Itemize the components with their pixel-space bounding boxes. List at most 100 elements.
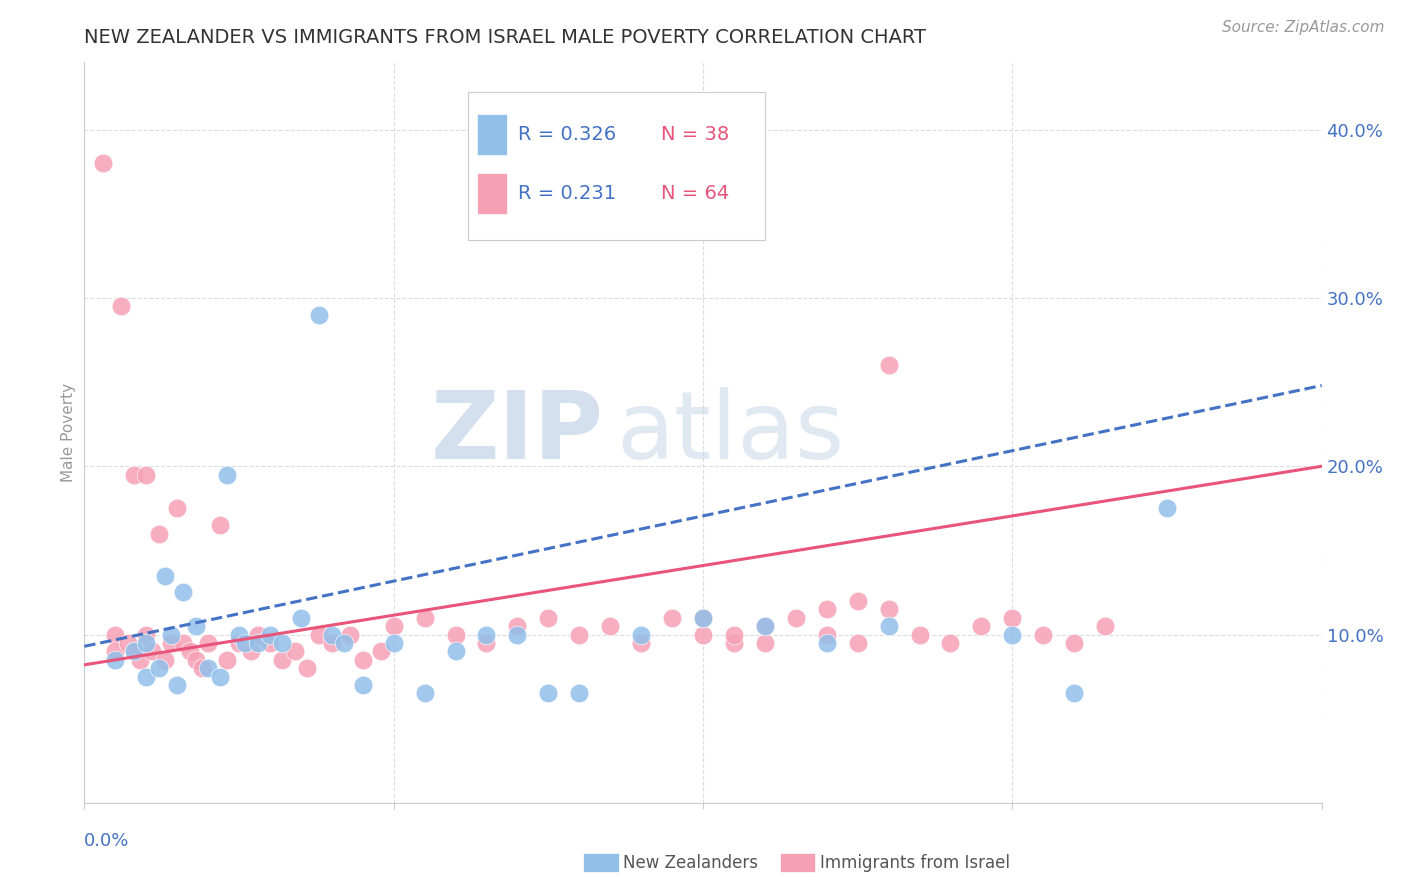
Point <box>148 661 170 675</box>
Point <box>215 653 238 667</box>
Point <box>228 627 250 641</box>
Point <box>785 610 807 624</box>
Point <box>370 644 392 658</box>
Point <box>160 636 183 650</box>
Point <box>815 602 838 616</box>
Text: atlas: atlas <box>616 386 845 479</box>
Point <box>308 627 330 641</box>
Point <box>129 653 152 667</box>
Point <box>259 636 281 650</box>
Point <box>91 156 114 170</box>
Point <box>122 644 145 658</box>
Point <box>413 610 436 624</box>
Point <box>815 627 838 641</box>
Point <box>166 678 188 692</box>
Point <box>692 610 714 624</box>
Point <box>1063 636 1085 650</box>
Point <box>506 627 529 641</box>
Point <box>104 627 127 641</box>
Point <box>104 644 127 658</box>
Point <box>122 467 145 482</box>
Point <box>240 644 263 658</box>
Point <box>692 610 714 624</box>
Text: 0.0%: 0.0% <box>84 832 129 850</box>
Text: NEW ZEALANDER VS IMMIGRANTS FROM ISRAEL MALE POVERTY CORRELATION CHART: NEW ZEALANDER VS IMMIGRANTS FROM ISRAEL … <box>84 28 927 47</box>
Point <box>184 619 207 633</box>
Point <box>339 627 361 641</box>
Point <box>599 619 621 633</box>
Point <box>444 644 467 658</box>
Point <box>630 636 652 650</box>
Point <box>197 661 219 675</box>
Point <box>939 636 962 650</box>
Point <box>153 653 176 667</box>
Point <box>846 636 869 650</box>
Point <box>117 636 139 650</box>
Point <box>661 610 683 624</box>
Point <box>191 661 214 675</box>
Point <box>754 619 776 633</box>
Point <box>537 610 560 624</box>
Point <box>475 636 498 650</box>
Point <box>284 644 307 658</box>
Point <box>877 619 900 633</box>
Point <box>537 686 560 700</box>
Point <box>1094 619 1116 633</box>
Point <box>104 653 127 667</box>
Point <box>233 636 256 650</box>
Point <box>246 636 269 650</box>
Point <box>568 627 591 641</box>
Point <box>444 627 467 641</box>
Point <box>246 627 269 641</box>
Text: Immigrants from Israel: Immigrants from Israel <box>820 855 1010 872</box>
Point <box>172 636 194 650</box>
Point <box>135 467 157 482</box>
Point <box>723 636 745 650</box>
Point <box>1032 627 1054 641</box>
Point <box>321 636 343 650</box>
Point <box>259 627 281 641</box>
Point <box>148 526 170 541</box>
Point <box>141 644 163 658</box>
Y-axis label: Male Poverty: Male Poverty <box>60 383 76 483</box>
Point <box>135 636 157 650</box>
Point <box>815 636 838 650</box>
Point <box>172 585 194 599</box>
Point <box>209 518 232 533</box>
Point <box>568 686 591 700</box>
Point <box>754 636 776 650</box>
Point <box>630 627 652 641</box>
Point <box>321 627 343 641</box>
Point <box>184 653 207 667</box>
Point <box>160 627 183 641</box>
Point <box>153 568 176 582</box>
Point <box>754 619 776 633</box>
Point <box>908 627 931 641</box>
Text: ZIP: ZIP <box>432 386 605 479</box>
Point <box>295 661 318 675</box>
Point <box>122 644 145 658</box>
Point <box>110 300 132 314</box>
Point <box>475 627 498 641</box>
Point <box>135 670 157 684</box>
Point <box>970 619 993 633</box>
Point <box>413 686 436 700</box>
Point <box>228 636 250 650</box>
Point <box>215 467 238 482</box>
Point <box>723 627 745 641</box>
Point <box>1001 627 1024 641</box>
Point <box>382 619 405 633</box>
Text: Source: ZipAtlas.com: Source: ZipAtlas.com <box>1222 20 1385 35</box>
Point <box>1001 610 1024 624</box>
Point <box>877 602 900 616</box>
Point <box>382 636 405 650</box>
Point <box>271 653 294 667</box>
Text: New Zealanders: New Zealanders <box>623 855 758 872</box>
Point <box>1063 686 1085 700</box>
Point <box>506 619 529 633</box>
Point <box>352 653 374 667</box>
Point <box>197 636 219 650</box>
Point <box>135 627 157 641</box>
Point <box>290 610 312 624</box>
Point <box>308 308 330 322</box>
